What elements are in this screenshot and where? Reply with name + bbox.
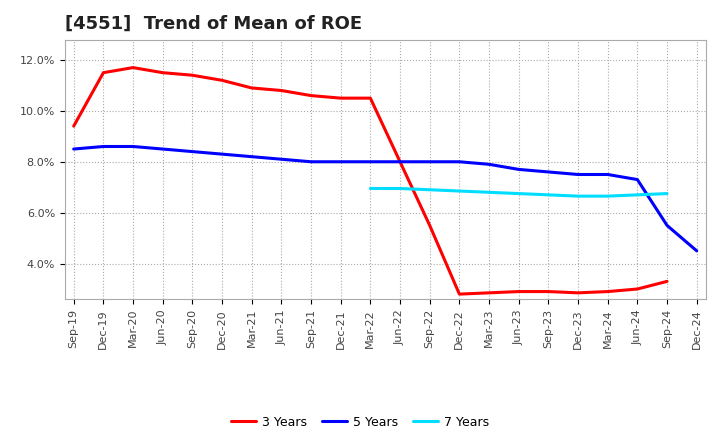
7 Years (574, 194, 582, 199)
5 Years (633, 177, 642, 182)
3 Years (129, 65, 138, 70)
3 Years (396, 159, 405, 165)
3 Years (662, 279, 671, 284)
3 Years (633, 286, 642, 292)
7 Years (662, 191, 671, 196)
3 Years (366, 95, 374, 101)
5 Years (336, 159, 345, 165)
3 Years (485, 290, 493, 296)
Legend: 3 Years, 5 Years, 7 Years: 3 Years, 5 Years, 7 Years (225, 411, 495, 434)
5 Years (693, 248, 701, 253)
5 Years (217, 151, 226, 157)
3 Years (514, 289, 523, 294)
Line: 5 Years: 5 Years (73, 147, 697, 251)
3 Years (455, 291, 464, 297)
7 Years (455, 188, 464, 194)
5 Years (544, 169, 553, 175)
3 Years (188, 73, 197, 78)
3 Years (217, 78, 226, 83)
7 Years (426, 187, 434, 192)
7 Years (366, 186, 374, 191)
5 Years (366, 159, 374, 165)
3 Years (336, 95, 345, 101)
5 Years (426, 159, 434, 165)
5 Years (603, 172, 612, 177)
7 Years (633, 192, 642, 198)
5 Years (99, 144, 108, 149)
5 Years (396, 159, 405, 165)
5 Years (485, 161, 493, 167)
5 Years (188, 149, 197, 154)
Text: [4551]  Trend of Mean of ROE: [4551] Trend of Mean of ROE (65, 15, 362, 33)
3 Years (426, 223, 434, 228)
Line: 3 Years: 3 Years (73, 68, 667, 294)
7 Years (485, 190, 493, 195)
3 Years (277, 88, 286, 93)
7 Years (603, 194, 612, 199)
3 Years (544, 289, 553, 294)
3 Years (603, 289, 612, 294)
3 Years (158, 70, 167, 75)
5 Years (574, 172, 582, 177)
7 Years (544, 192, 553, 198)
3 Years (248, 85, 256, 91)
3 Years (99, 70, 108, 75)
5 Years (248, 154, 256, 159)
5 Years (662, 223, 671, 228)
5 Years (129, 144, 138, 149)
5 Years (69, 147, 78, 152)
5 Years (307, 159, 315, 165)
5 Years (277, 157, 286, 162)
3 Years (574, 290, 582, 296)
Line: 7 Years: 7 Years (370, 188, 667, 196)
5 Years (455, 159, 464, 165)
5 Years (158, 147, 167, 152)
5 Years (514, 167, 523, 172)
3 Years (69, 124, 78, 129)
7 Years (396, 186, 405, 191)
3 Years (307, 93, 315, 98)
7 Years (514, 191, 523, 196)
